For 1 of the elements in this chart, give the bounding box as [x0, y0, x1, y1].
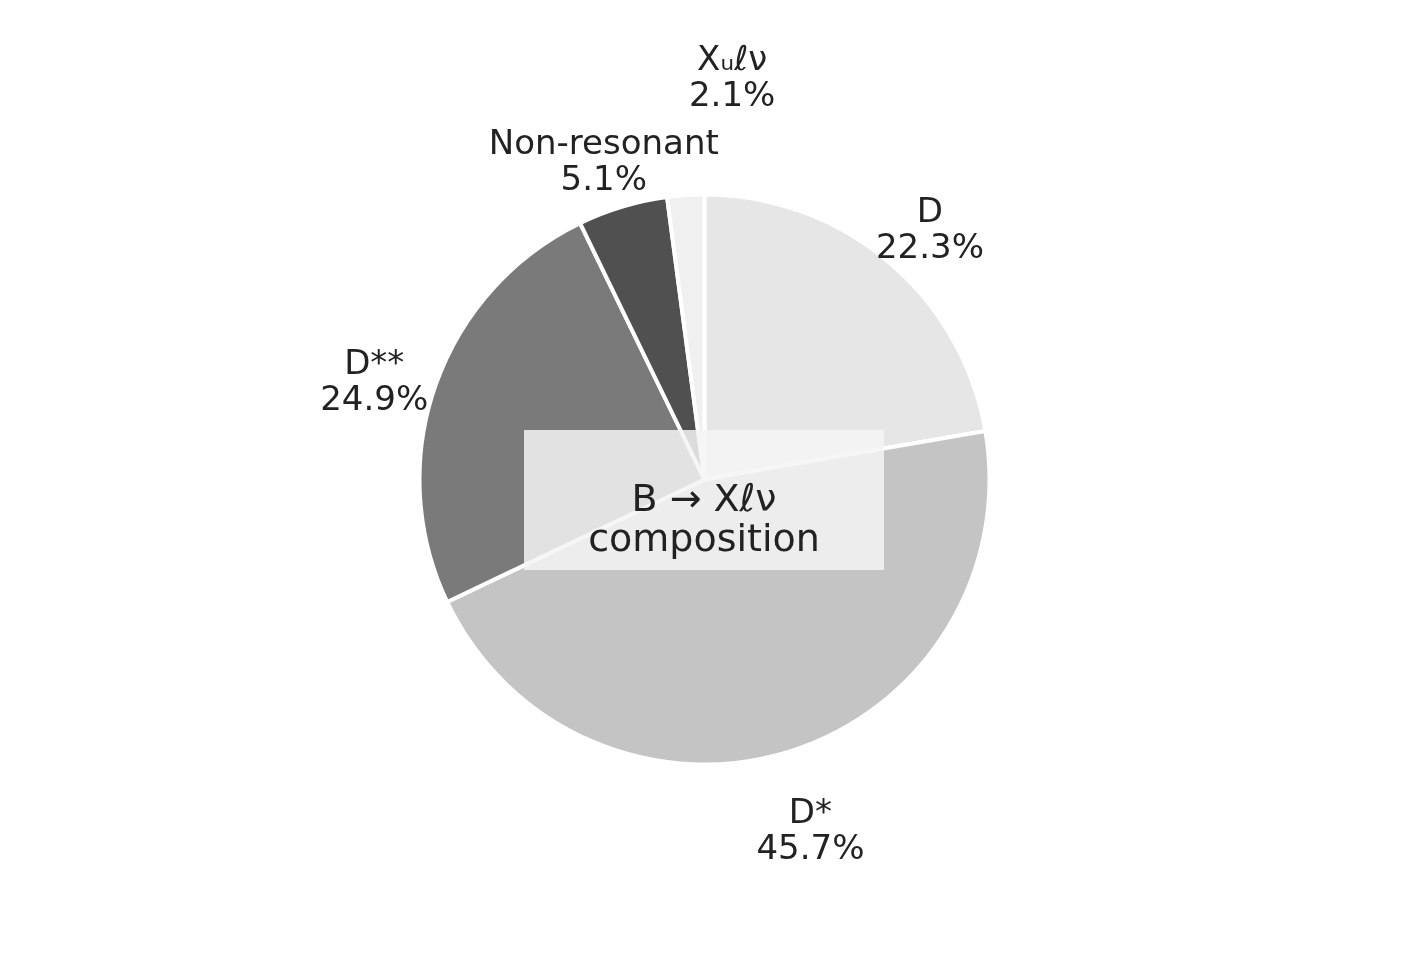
- text: B → Xℓν composition: [588, 476, 820, 560]
